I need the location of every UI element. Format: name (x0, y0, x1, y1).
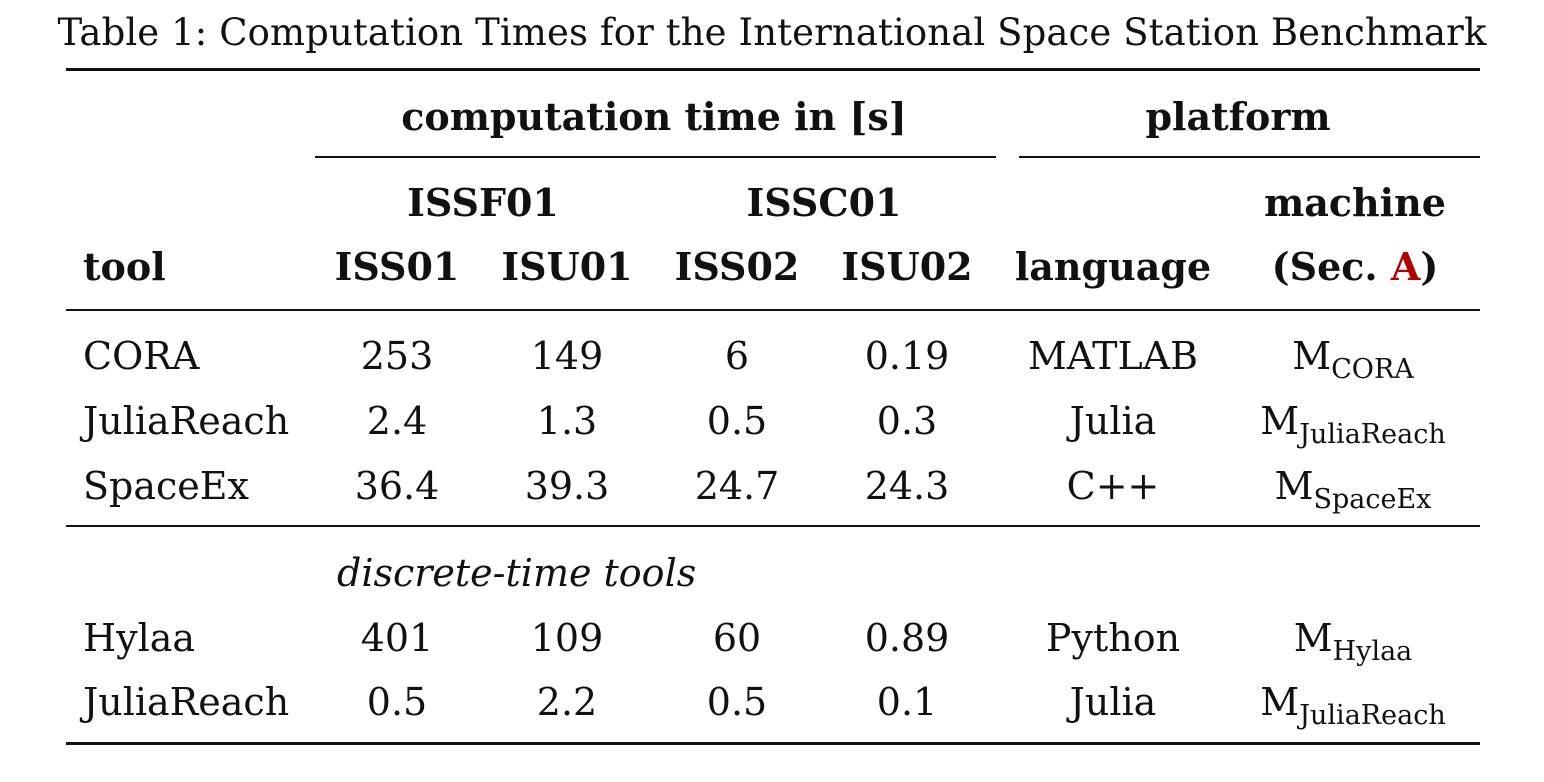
cell-isu02: 24.3 (864, 464, 950, 508)
cell-isu02: 0.1 (876, 680, 938, 724)
cell-tool: CORA (83, 334, 200, 378)
header-machine-line2: (Sec. A) (1271, 244, 1439, 289)
cell-machine: MSpaceEx (1274, 464, 1432, 515)
section-rule (66, 525, 1480, 527)
header-rule (66, 309, 1480, 311)
cell-language: C++ (1066, 464, 1160, 508)
cell-isu02: 0.19 (864, 334, 950, 378)
header-iss01: ISS01 (334, 244, 460, 289)
table-caption: Table 1: Computation Times for the Inter… (57, 11, 1487, 54)
header-isu01: ISU01 (501, 244, 633, 289)
header-iss02: ISS02 (674, 244, 800, 289)
header-issc01: ISSC01 (746, 180, 902, 225)
cell-machine: MHylaa (1293, 616, 1413, 667)
top-rule (66, 68, 1480, 71)
cell-isu02: 0.89 (864, 616, 950, 660)
cell-language: Python (1045, 616, 1181, 660)
cell-isu01: 149 (530, 334, 604, 378)
section-label-discrete-time: discrete-time tools (337, 551, 697, 595)
cell-tool: JuliaReach (83, 399, 290, 443)
cell-iss01: 2.4 (366, 399, 428, 443)
cell-iss02: 0.5 (706, 399, 768, 443)
header-machine-line1: machine (1264, 180, 1446, 225)
bottom-rule (66, 742, 1480, 745)
header-group-platform: platform (1145, 94, 1331, 139)
header-issf01: ISSF01 (407, 180, 559, 225)
cell-machine: MJuliaReach (1260, 680, 1446, 731)
cell-tool: SpaceEx (83, 464, 249, 508)
cell-isu02: 0.3 (876, 399, 938, 443)
cell-isu01: 109 (530, 616, 604, 660)
section-reference-link[interactable]: A (1390, 244, 1421, 289)
cell-isu01: 39.3 (524, 464, 610, 508)
cell-tool: Hylaa (83, 616, 196, 660)
cell-iss01: 36.4 (354, 464, 440, 508)
cell-iss02: 60 (712, 616, 762, 660)
cell-language: MATLAB (1027, 334, 1199, 378)
header-language: language (1014, 244, 1212, 289)
cell-iss01: 401 (360, 616, 434, 660)
cmidrule-computation-time (315, 156, 996, 158)
cell-iss02: 0.5 (706, 680, 768, 724)
cell-iss02: 24.7 (694, 464, 780, 508)
cell-language: Julia (1069, 399, 1157, 443)
cell-tool: JuliaReach (83, 680, 290, 724)
cmidrule-platform (1019, 156, 1480, 158)
cell-isu01: 2.2 (536, 680, 598, 724)
cell-iss01: 0.5 (366, 680, 428, 724)
cell-machine: MCORA (1292, 334, 1414, 385)
header-tool: tool (83, 244, 166, 289)
cell-iss01: 253 (360, 334, 434, 378)
cell-machine: MJuliaReach (1260, 399, 1446, 450)
cell-language: Julia (1069, 680, 1157, 724)
cell-isu01: 1.3 (536, 399, 598, 443)
cell-iss02: 6 (724, 334, 750, 378)
header-group-computation-time: computation time in [s] (401, 94, 907, 139)
header-isu02: ISU02 (841, 244, 973, 289)
